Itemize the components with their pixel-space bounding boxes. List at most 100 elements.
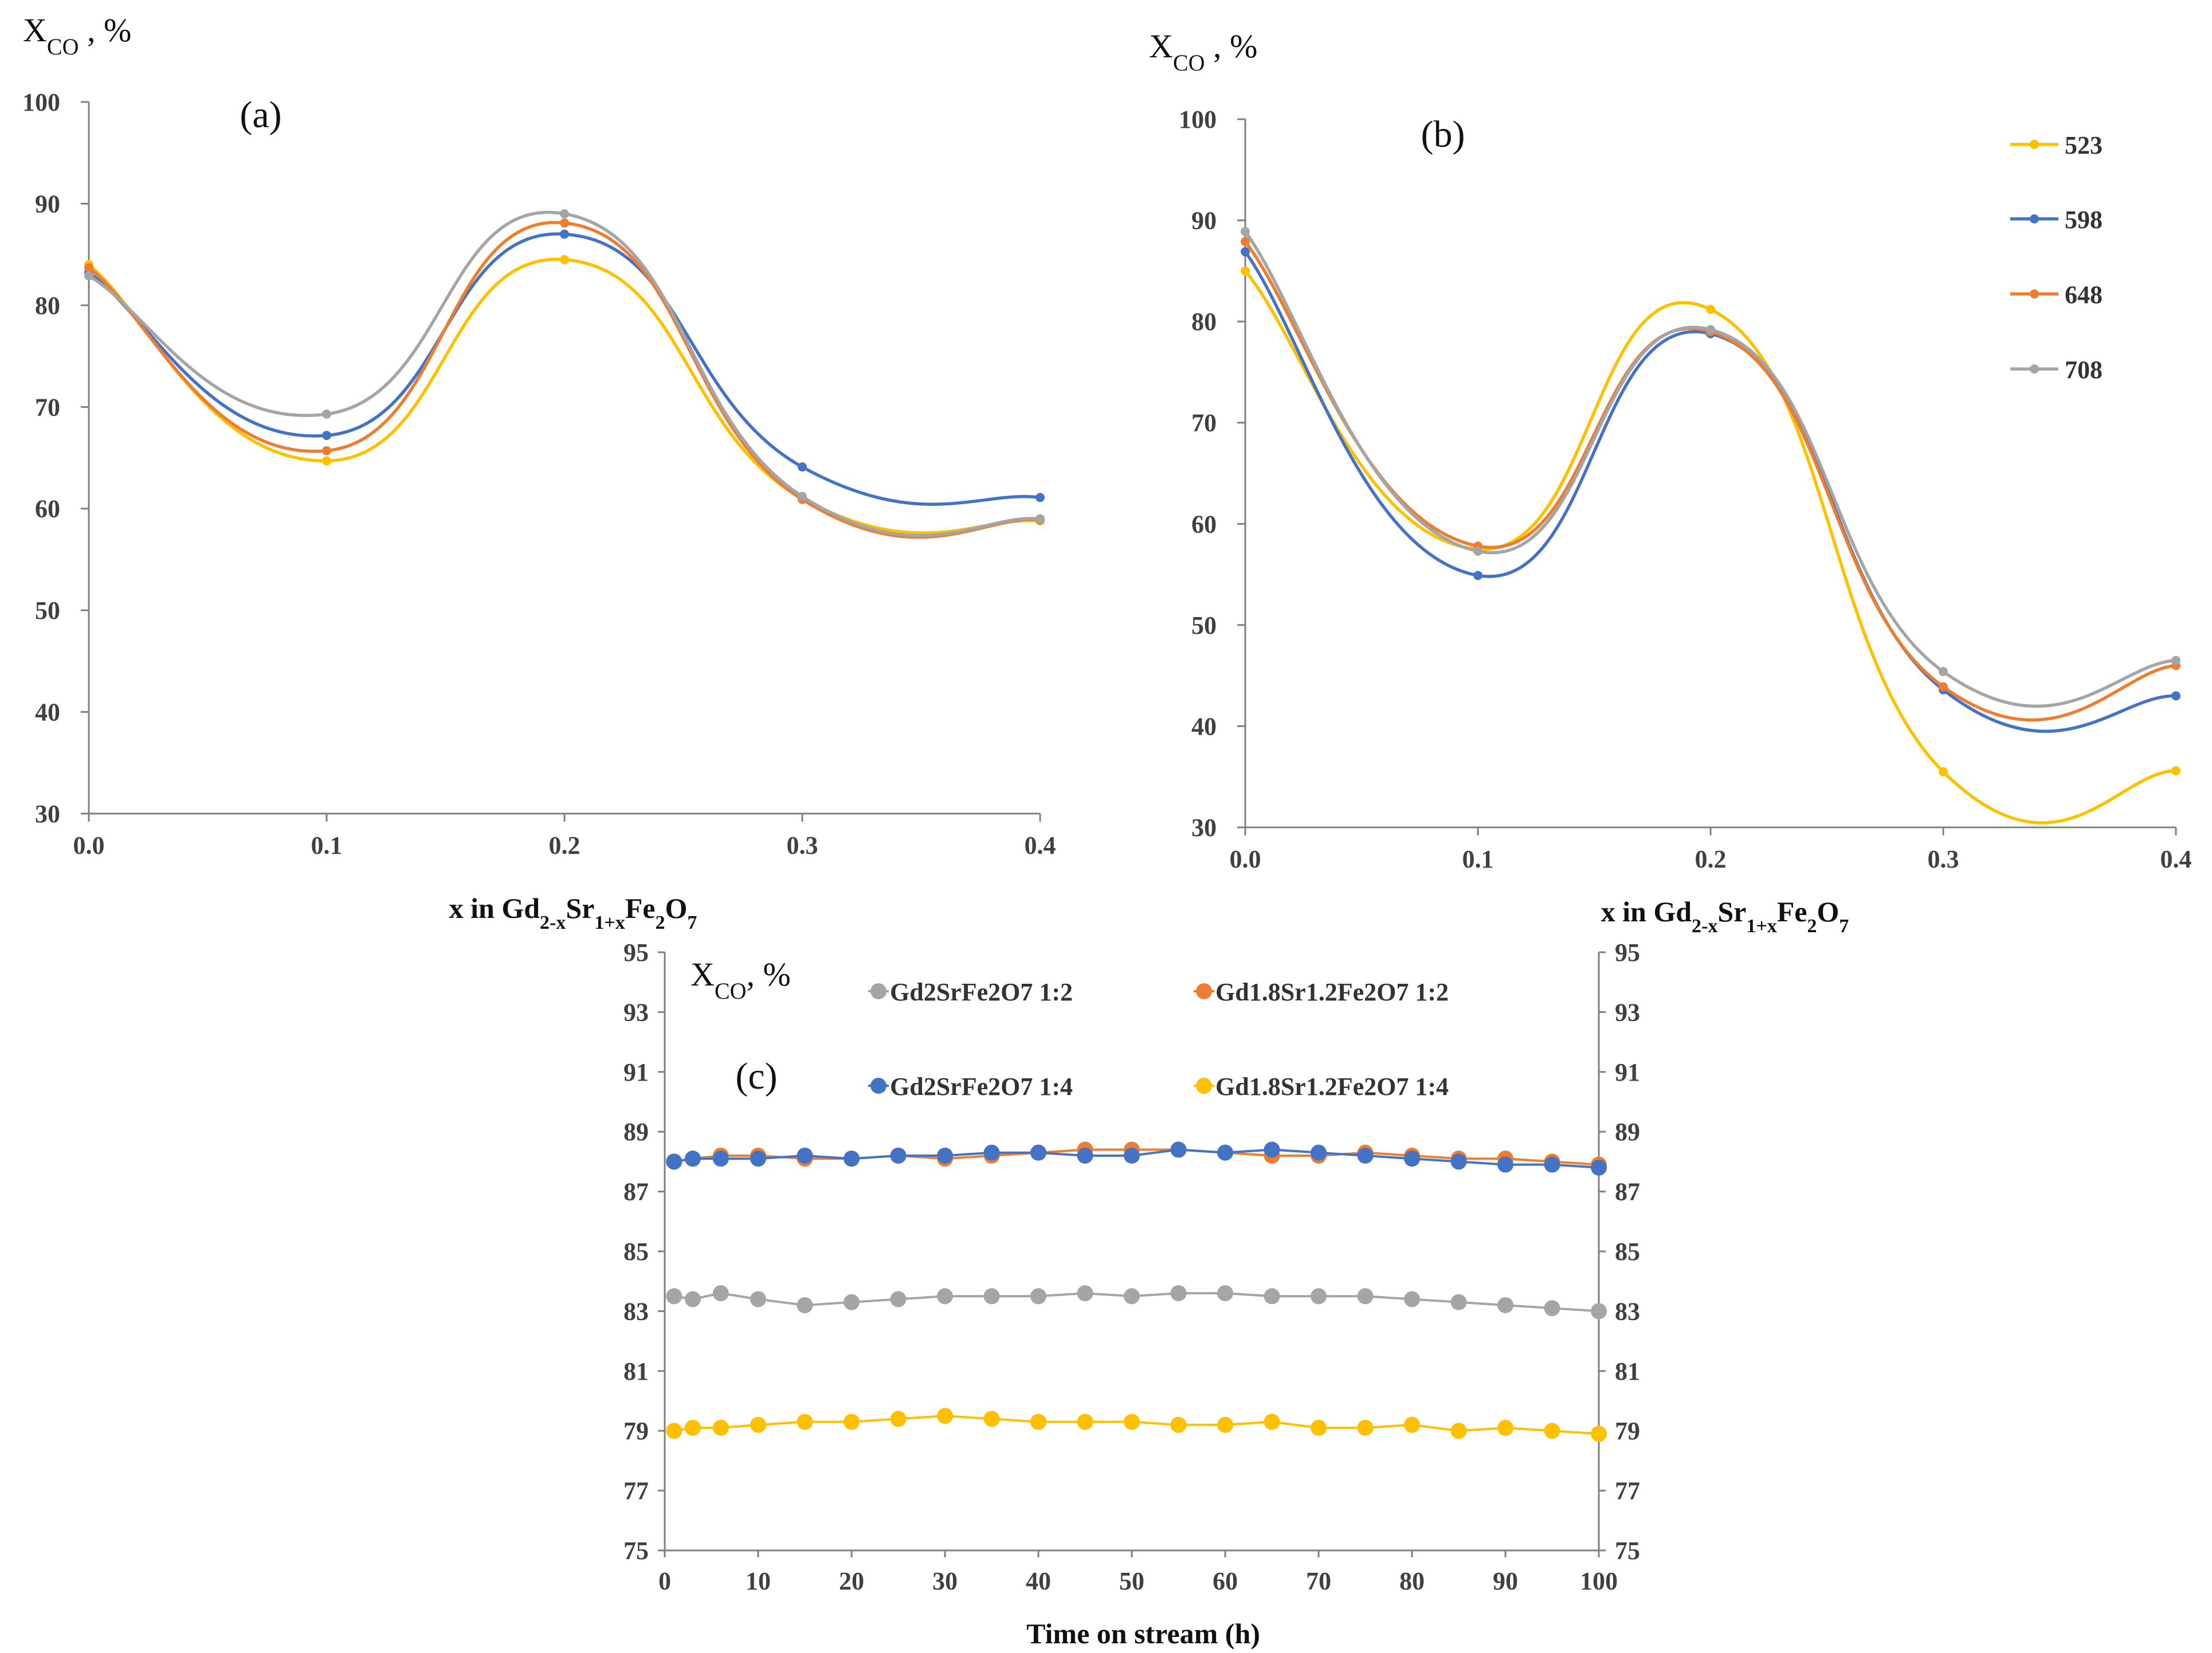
chart-b: 30 40 50 60 70 80 90 100 0.0 0.1 0.2 0.3 0.4 XCO , % (… xyxy=(1149,28,2192,937)
legend-label-648: 648 xyxy=(2065,281,2103,309)
data-point xyxy=(1311,1144,1327,1161)
data-point xyxy=(1124,1288,1140,1305)
data-point xyxy=(666,1153,683,1170)
series-line-648 xyxy=(88,221,1041,539)
data-point xyxy=(712,1285,729,1302)
data-point xyxy=(797,1414,813,1430)
x-tick-label: 10 xyxy=(746,1567,771,1595)
data-point-648 xyxy=(1241,237,1250,246)
data-point xyxy=(1264,1288,1280,1305)
data-point xyxy=(666,1423,683,1439)
x-tick-label: 0.3 xyxy=(787,831,818,859)
data-point-708 xyxy=(1939,667,1948,677)
data-point xyxy=(797,1297,813,1313)
data-point xyxy=(797,1147,813,1164)
series-line-Gd2SrFe2O7-1-2 xyxy=(673,1292,1599,1313)
legend-label: Gd2SrFe2O7 1:4 xyxy=(890,1073,1073,1101)
data-point xyxy=(937,1408,953,1424)
legend-marker-523 xyxy=(2030,140,2039,149)
x-tick-label: 0.2 xyxy=(1695,845,1727,873)
data-point xyxy=(684,1419,701,1436)
data-point xyxy=(1170,1141,1187,1158)
x-tick-label: 0 xyxy=(658,1567,671,1595)
y-tick-label-left: 87 xyxy=(623,1178,649,1206)
data-point-598 xyxy=(798,462,807,472)
series-line-598 xyxy=(88,232,1041,506)
x-axis-label: Time on stream (h) xyxy=(1026,1617,1260,1650)
y-tick-label: 90 xyxy=(1191,207,1217,235)
y-tick-label: 30 xyxy=(35,800,60,828)
y-axis-label: XCO , % xyxy=(1149,28,1257,76)
x-tick-label: 100 xyxy=(1580,1567,1618,1595)
data-point-523 xyxy=(322,456,331,466)
data-point xyxy=(1030,1144,1046,1161)
data-point-598 xyxy=(1241,247,1250,257)
y-tick-label-right: 79 xyxy=(1615,1417,1640,1445)
legend-marker-598 xyxy=(2030,214,2039,223)
data-point-598 xyxy=(322,430,331,440)
data-point xyxy=(1124,1414,1140,1430)
x-tick-label: 0.4 xyxy=(1025,831,1056,859)
data-point xyxy=(712,1419,729,1436)
data-point xyxy=(937,1288,953,1305)
data-point xyxy=(712,1151,729,1167)
data-point xyxy=(1404,1291,1420,1308)
x-tick-label: 30 xyxy=(932,1567,958,1595)
y-tick-label: 50 xyxy=(1191,611,1217,639)
data-point xyxy=(1030,1288,1046,1305)
data-point xyxy=(1030,1414,1046,1430)
y-tick-label-left: 89 xyxy=(623,1118,649,1146)
data-point xyxy=(1264,1414,1280,1430)
data-point-708 xyxy=(1036,514,1045,524)
data-point-708 xyxy=(560,209,569,219)
data-point xyxy=(1217,1285,1233,1302)
panel-label-b: (b) xyxy=(1421,113,1465,155)
data-point xyxy=(750,1151,766,1167)
data-point xyxy=(1077,1285,1093,1302)
x-tick-label: 80 xyxy=(1399,1567,1425,1595)
data-point xyxy=(1264,1141,1280,1158)
y-tick-label-right: 93 xyxy=(1615,998,1640,1026)
data-point xyxy=(1404,1416,1420,1433)
x-tick-label: 0.1 xyxy=(1462,845,1494,873)
legend-marker xyxy=(870,1078,887,1094)
chart-a: 30 40 50 60 70 80 90 100 0.0 0.1 0.2 0.3 0.4 XCO , % (… xyxy=(22,11,1056,933)
y-tick-label: 80 xyxy=(35,292,60,320)
panel-label-a: (a) xyxy=(240,94,281,136)
data-point xyxy=(890,1291,907,1308)
data-point-708 xyxy=(84,271,93,281)
y-tick-label-right: 83 xyxy=(1615,1297,1640,1325)
y-tick-label-right: 75 xyxy=(1615,1537,1640,1565)
legend-label-523: 523 xyxy=(2065,131,2103,159)
x-tick-label: 0.2 xyxy=(549,831,581,859)
data-point-708 xyxy=(1706,325,1715,335)
x-axis-label: x in Gd2-xSr1+xFe2O7 xyxy=(449,892,697,933)
data-point xyxy=(1170,1285,1187,1302)
series-line-598 xyxy=(1244,250,2176,733)
data-point xyxy=(844,1294,860,1310)
data-point xyxy=(750,1416,766,1433)
legend-marker xyxy=(1196,1078,1212,1094)
y-tick-label: 40 xyxy=(1191,712,1217,740)
data-point xyxy=(1450,1423,1467,1439)
x-tick-label: 20 xyxy=(839,1567,864,1595)
y-tick-label-right: 85 xyxy=(1615,1238,1640,1266)
data-point xyxy=(1077,1147,1093,1164)
y-tick-label-right: 89 xyxy=(1615,1118,1640,1146)
x-tick-label: 0.0 xyxy=(1230,845,1261,873)
data-point-648 xyxy=(84,263,93,273)
y-tick-label-right: 95 xyxy=(1615,939,1640,967)
data-point xyxy=(1591,1426,1607,1442)
y-tick-label-right: 91 xyxy=(1615,1058,1640,1086)
data-point xyxy=(1497,1419,1513,1436)
y-axis-label: XCO , % xyxy=(23,11,131,60)
data-point xyxy=(844,1151,860,1167)
y-tick-label: 60 xyxy=(1191,510,1217,538)
y-tick-label-left: 85 xyxy=(623,1238,649,1266)
legend-label-708: 708 xyxy=(2065,356,2103,384)
x-tick-label: 70 xyxy=(1306,1567,1331,1595)
data-point-648 xyxy=(560,218,569,228)
data-point xyxy=(684,1151,701,1167)
data-point xyxy=(1311,1288,1327,1305)
